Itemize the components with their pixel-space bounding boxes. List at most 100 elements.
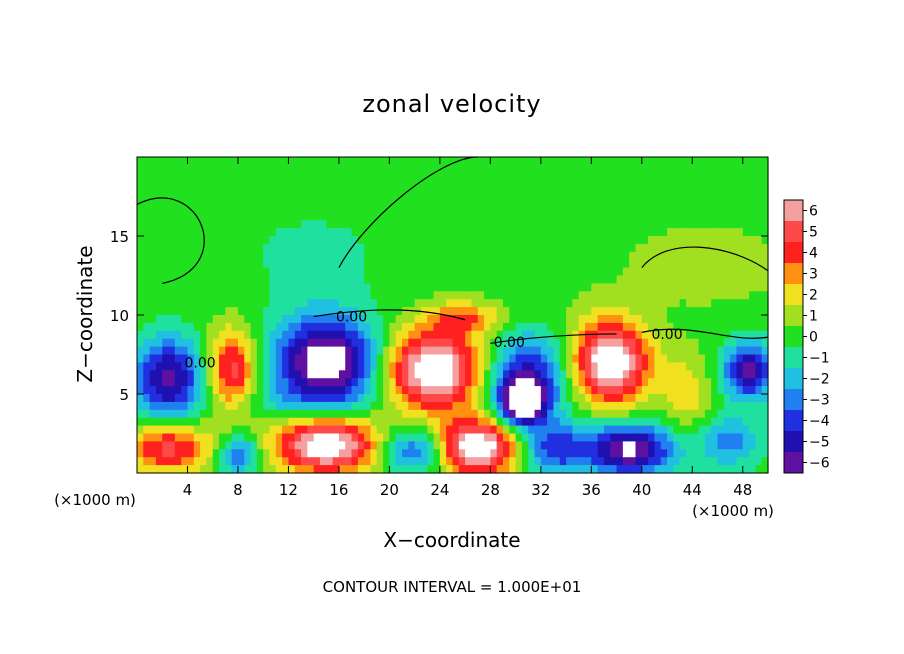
heatmap-cell — [559, 362, 567, 371]
heatmap-cell — [263, 338, 271, 348]
heatmap-cell — [685, 386, 693, 395]
heatmap-cell — [244, 362, 252, 371]
heatmap-cell — [704, 164, 712, 174]
heatmap-cell — [193, 338, 201, 348]
heatmap-cell — [578, 157, 586, 166]
heatmap-cell — [635, 338, 643, 348]
heatmap-cell — [698, 394, 706, 403]
heatmap-cell — [629, 267, 637, 277]
heatmap-cell — [256, 228, 264, 237]
heatmap-cell — [237, 409, 245, 419]
heatmap-cell — [250, 370, 258, 379]
heatmap-cell — [143, 157, 151, 166]
heatmap-cell — [269, 220, 277, 229]
heatmap-cell — [717, 283, 725, 292]
heatmap-cell — [755, 378, 763, 387]
heatmap-cell — [635, 220, 643, 229]
heatmap-cell — [364, 157, 372, 166]
heatmap-cell — [149, 386, 157, 395]
heatmap-cell — [364, 394, 372, 403]
heatmap-cell — [465, 291, 473, 300]
heatmap-cell — [225, 283, 233, 292]
heatmap-cell — [761, 291, 769, 300]
heatmap-cell — [168, 394, 176, 403]
heatmap-cell — [704, 425, 712, 435]
heatmap-cell — [641, 362, 649, 371]
heatmap-cell — [591, 425, 599, 435]
heatmap-cell — [250, 338, 258, 348]
heatmap-cell — [219, 417, 226, 427]
heatmap-cell — [357, 401, 365, 411]
heatmap-cell — [490, 291, 498, 300]
heatmap-cell — [307, 322, 315, 332]
heatmap-cell — [685, 228, 693, 237]
heatmap-cell — [174, 338, 182, 348]
heatmap-cell — [585, 346, 592, 356]
heatmap-cell — [269, 157, 277, 166]
heatmap-cell — [471, 370, 479, 379]
heatmap-cell — [383, 386, 390, 395]
heatmap-cell — [338, 449, 346, 458]
heatmap-cell — [755, 449, 763, 458]
heatmap-cell — [610, 330, 618, 340]
heatmap-cell — [376, 433, 384, 442]
heatmap-cell — [521, 307, 529, 316]
heatmap-cell — [648, 291, 656, 300]
heatmap-cell — [654, 204, 662, 213]
heatmap-cell — [288, 425, 296, 435]
heatmap-cell — [143, 164, 151, 174]
heatmap-cell — [187, 401, 195, 411]
heatmap-cell — [357, 220, 365, 229]
heatmap-cell — [143, 409, 151, 419]
heatmap-cell — [736, 394, 744, 403]
heatmap-cell — [698, 251, 706, 261]
heatmap-cell — [446, 433, 454, 442]
heatmap-cell — [263, 251, 271, 261]
heatmap-cell — [452, 267, 460, 277]
heatmap-cell — [206, 370, 214, 379]
heatmap-cell — [364, 204, 372, 213]
heatmap-cell — [282, 449, 290, 458]
heatmap-cell — [395, 251, 403, 261]
heatmap-cell — [275, 283, 283, 292]
heatmap-cell — [641, 354, 649, 363]
heatmap-cell — [629, 172, 637, 182]
heatmap-cell — [256, 236, 264, 245]
heatmap-cell — [282, 378, 290, 387]
heatmap-cell — [231, 299, 239, 308]
heatmap-cell — [389, 346, 397, 356]
heatmap-cell — [755, 283, 763, 292]
heatmap-cell — [162, 228, 170, 237]
heatmap-cell — [591, 322, 599, 332]
heatmap-cell — [244, 299, 252, 308]
heatmap-cell — [704, 157, 712, 166]
heatmap-cell — [332, 346, 340, 356]
heatmap-cell — [540, 362, 548, 371]
heatmap-cell — [345, 449, 353, 458]
heatmap-cell — [679, 362, 687, 371]
heatmap-cell — [534, 204, 542, 213]
heatmap-cell — [509, 465, 517, 474]
heatmap-cell — [704, 291, 712, 300]
heatmap-cell — [711, 172, 719, 182]
heatmap-cell — [319, 299, 327, 308]
heatmap-cell — [168, 157, 176, 166]
heatmap-cell — [648, 188, 656, 198]
heatmap-cell — [629, 338, 637, 348]
heatmap-cell — [553, 449, 561, 458]
heatmap-cell — [667, 417, 674, 427]
heatmap-cell — [654, 315, 662, 324]
heatmap-cell — [610, 291, 618, 300]
heatmap-cell — [162, 394, 170, 403]
colorbar-label: −1 — [809, 351, 830, 367]
heatmap-cell — [610, 457, 618, 466]
heatmap-cell — [307, 243, 315, 253]
heatmap-cell — [364, 401, 372, 411]
heatmap-cell — [357, 172, 365, 182]
heatmap-cell — [749, 172, 756, 182]
heatmap-cell — [622, 291, 630, 300]
heatmap-cell — [319, 283, 327, 292]
heatmap-cell — [332, 283, 340, 292]
heatmap-cell — [622, 457, 630, 466]
heatmap-cell — [282, 457, 290, 466]
